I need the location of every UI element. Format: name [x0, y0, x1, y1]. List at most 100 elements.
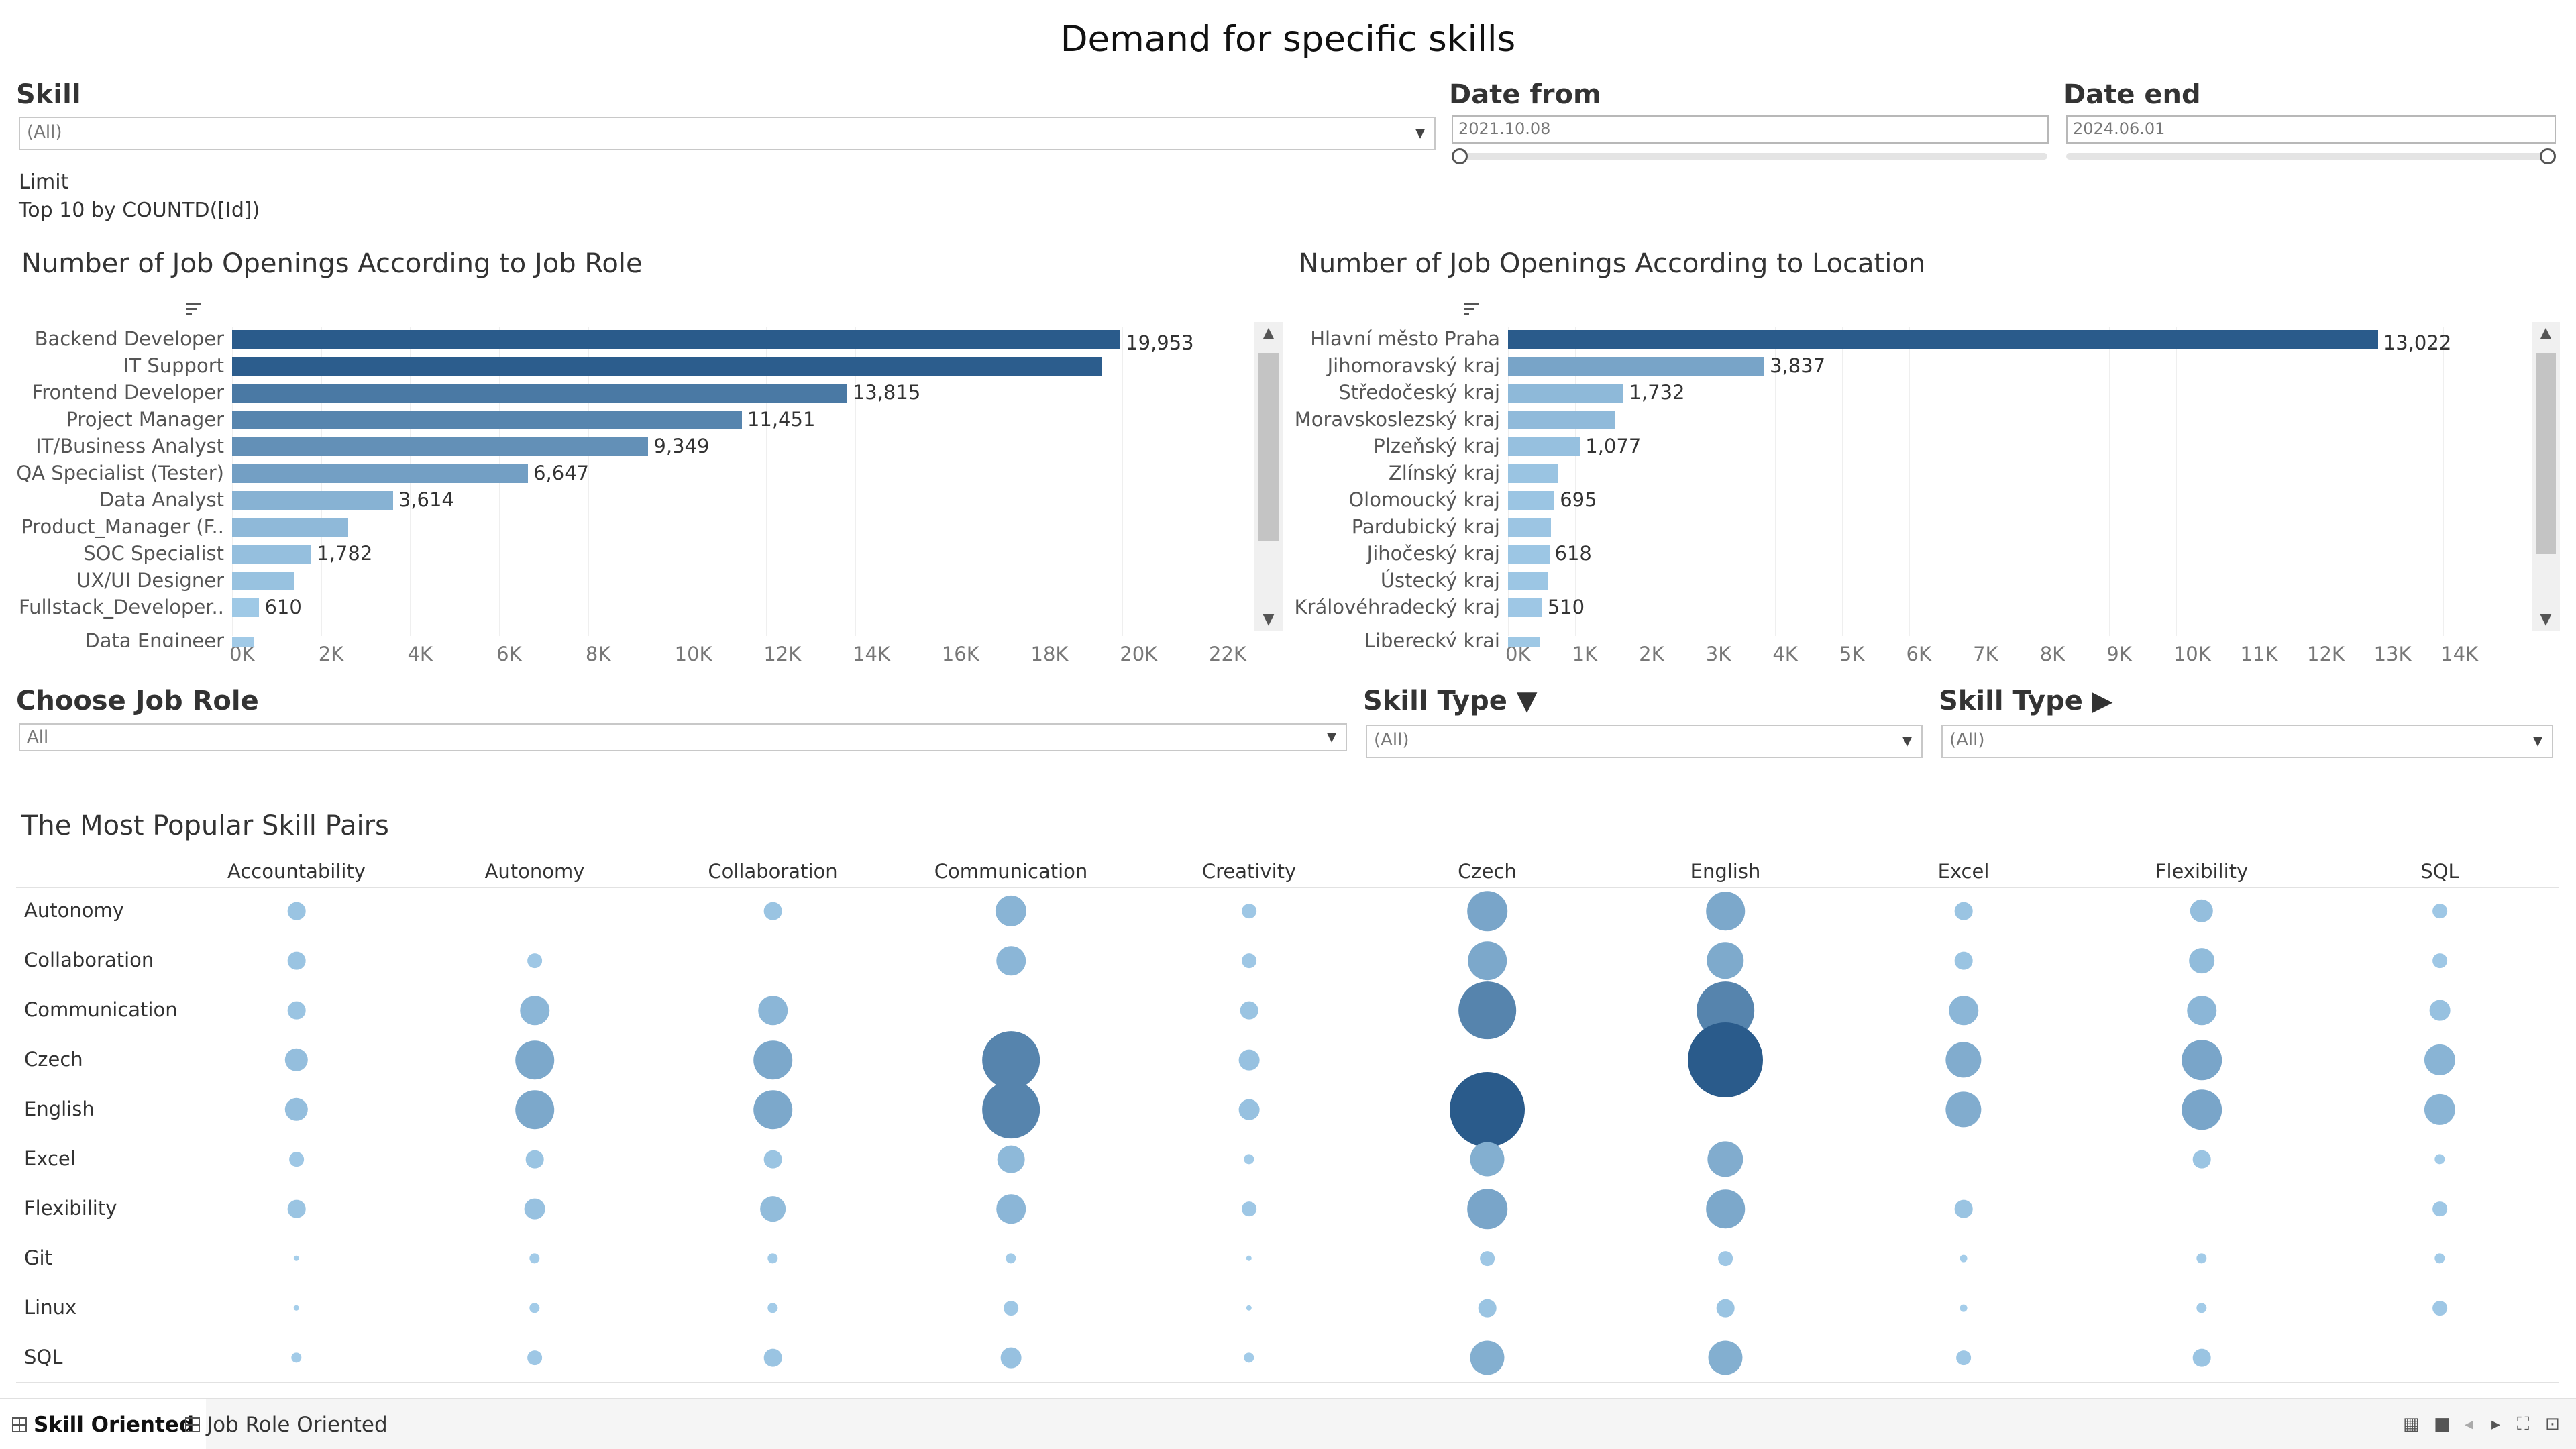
- present-icon[interactable]: ⊡: [2545, 1414, 2560, 1434]
- skill-pair-bubble[interactable]: [1467, 891, 1507, 931]
- skill-pair-bubble[interactable]: [2192, 1150, 2211, 1169]
- skill-pair-bubble[interactable]: [1468, 941, 1507, 980]
- skill-pair-bubble[interactable]: [529, 1303, 540, 1313]
- date-end-input[interactable]: 2024.06.01: [2066, 115, 2556, 144]
- bar[interactable]: [1508, 545, 1550, 564]
- bar[interactable]: [1508, 637, 1540, 647]
- next-sheet-icon[interactable]: ▸: [2491, 1414, 2501, 1434]
- skill-pair-bubble[interactable]: [2432, 953, 2447, 968]
- bar[interactable]: [232, 437, 649, 456]
- skill-pair-bubble[interactable]: [287, 951, 306, 970]
- skill-pair-bubble[interactable]: [1945, 1091, 1982, 1128]
- bar[interactable]: [1508, 598, 1542, 617]
- skill-pair-bubble[interactable]: [1240, 1001, 1258, 1020]
- skill-pair-bubble[interactable]: [1242, 1201, 1256, 1216]
- skill-pair-bubble[interactable]: [1238, 1049, 1260, 1071]
- skill-pair-bubble[interactable]: [1954, 902, 1973, 920]
- skill-pair-bubble[interactable]: [2432, 1201, 2447, 1216]
- skill-pair-bubble[interactable]: [763, 1348, 782, 1367]
- skill-pair-bubble[interactable]: [2190, 899, 2214, 923]
- bar[interactable]: [232, 357, 1103, 376]
- skill-pair-bubble[interactable]: [515, 1040, 554, 1079]
- skill-pair-bubble[interactable]: [1718, 1251, 1733, 1266]
- skill-pair-bubble[interactable]: [1478, 1299, 1497, 1318]
- bar[interactable]: [232, 464, 529, 483]
- skill-pair-bubble[interactable]: [1244, 1154, 1254, 1165]
- skill-pair-bubble[interactable]: [1960, 1254, 1968, 1263]
- scroll-down-icon[interactable]: ▼: [1263, 611, 1275, 628]
- skill-pair-bubble[interactable]: [527, 1350, 542, 1365]
- bar[interactable]: [232, 572, 294, 590]
- skill-type-columns-dropdown[interactable]: (All) ▼: [1941, 724, 2553, 758]
- skill-pair-bubble[interactable]: [2182, 1040, 2222, 1080]
- skill-pair-bubble[interactable]: [520, 996, 549, 1025]
- skill-pair-bubble[interactable]: [996, 1194, 1026, 1224]
- skill-pair-bubble[interactable]: [2434, 1154, 2445, 1165]
- skill-pair-bubble[interactable]: [982, 1081, 1040, 1138]
- bar[interactable]: [232, 598, 260, 617]
- skill-pair-bubble[interactable]: [284, 1048, 309, 1072]
- previous-sheet-icon[interactable]: ◂: [2465, 1414, 2474, 1434]
- date-from-slider-handle[interactable]: [1452, 148, 1468, 164]
- skill-pair-bubble[interactable]: [2424, 1044, 2456, 1076]
- skill-pair-bubble[interactable]: [291, 1352, 302, 1363]
- bar[interactable]: [1508, 437, 1580, 456]
- bar[interactable]: [232, 330, 1121, 349]
- skill-pair-bubble[interactable]: [1688, 1022, 1763, 1097]
- bar[interactable]: [1508, 572, 1548, 590]
- skill-pair-bubble[interactable]: [1945, 1042, 1982, 1078]
- skill-pair-bubble[interactable]: [2196, 1253, 2207, 1264]
- skill-pair-bubble[interactable]: [982, 1031, 1040, 1089]
- skill-pair-bubble[interactable]: [2424, 1093, 2456, 1126]
- scroll-thumb[interactable]: [1258, 353, 1279, 541]
- skill-pair-bubble[interactable]: [1707, 1141, 1743, 1177]
- skill-pair-bubble[interactable]: [2434, 1253, 2445, 1264]
- filmstrip-view-icon[interactable]: ■: [2434, 1414, 2451, 1434]
- skill-pair-bubble[interactable]: [997, 1145, 1025, 1173]
- job-role-dropdown[interactable]: All ▼: [19, 723, 1347, 751]
- bar[interactable]: [1508, 357, 1765, 376]
- skill-pair-bubble[interactable]: [1707, 942, 1744, 979]
- skill-pair-bubble[interactable]: [2196, 1303, 2207, 1313]
- skill-pair-bubble[interactable]: [1246, 1255, 1252, 1262]
- skill-pair-bubble[interactable]: [1716, 1299, 1735, 1318]
- skill-pair-bubble[interactable]: [2182, 1089, 2222, 1130]
- skill-pair-bubble[interactable]: [289, 1152, 304, 1167]
- skill-pair-bubble[interactable]: [996, 946, 1026, 975]
- skill-pair-bubble[interactable]: [284, 1097, 309, 1122]
- skill-pair-bubble[interactable]: [287, 1001, 306, 1020]
- skill-pair-bubble[interactable]: [760, 1196, 786, 1222]
- scroll-up-icon[interactable]: ▲: [2540, 325, 2552, 341]
- bar[interactable]: [232, 384, 847, 402]
- skill-pair-bubble[interactable]: [767, 1253, 778, 1264]
- tab-skill-oriented[interactable]: Skill Oriented: [0, 1399, 207, 1449]
- scroll-down-icon[interactable]: ▼: [2540, 611, 2552, 628]
- date-from-input[interactable]: 2021.10.08: [1452, 115, 2049, 144]
- skill-pair-bubble[interactable]: [1706, 1189, 1745, 1228]
- job-role-chart-scrollbar[interactable]: ▲ ▼: [1254, 322, 1283, 631]
- skill-pair-bubble[interactable]: [1949, 996, 1978, 1025]
- skill-pair-bubble[interactable]: [1956, 1350, 1971, 1365]
- skill-dropdown[interactable]: (All) ▼: [19, 117, 1436, 150]
- skill-pair-bubble[interactable]: [2189, 948, 2214, 973]
- bar[interactable]: [1508, 330, 2378, 349]
- sort-icon[interactable]: [186, 302, 204, 317]
- skill-pair-bubble[interactable]: [525, 1150, 544, 1169]
- bar[interactable]: [232, 637, 254, 647]
- skill-pair-bubble[interactable]: [293, 1305, 300, 1311]
- bar[interactable]: [232, 518, 348, 537]
- location-chart-scrollbar[interactable]: ▲ ▼: [2532, 322, 2560, 631]
- bar[interactable]: [232, 491, 393, 510]
- bar[interactable]: [1508, 384, 1624, 402]
- skill-pair-bubble[interactable]: [1458, 981, 1516, 1039]
- skill-pair-bubble[interactable]: [767, 1303, 778, 1313]
- skill-pair-bubble[interactable]: [1004, 1301, 1018, 1316]
- skill-pair-bubble[interactable]: [1708, 1340, 1743, 1375]
- skill-pair-bubble[interactable]: [1470, 1142, 1505, 1177]
- skill-pair-bubble[interactable]: [1954, 1199, 1973, 1218]
- bar[interactable]: [1508, 411, 1615, 429]
- skill-type-rows-dropdown[interactable]: (All) ▼: [1366, 724, 1923, 758]
- skill-pair-bubble[interactable]: [1238, 1099, 1260, 1120]
- skill-pair-bubble[interactable]: [1706, 892, 1745, 930]
- bar[interactable]: [232, 545, 312, 564]
